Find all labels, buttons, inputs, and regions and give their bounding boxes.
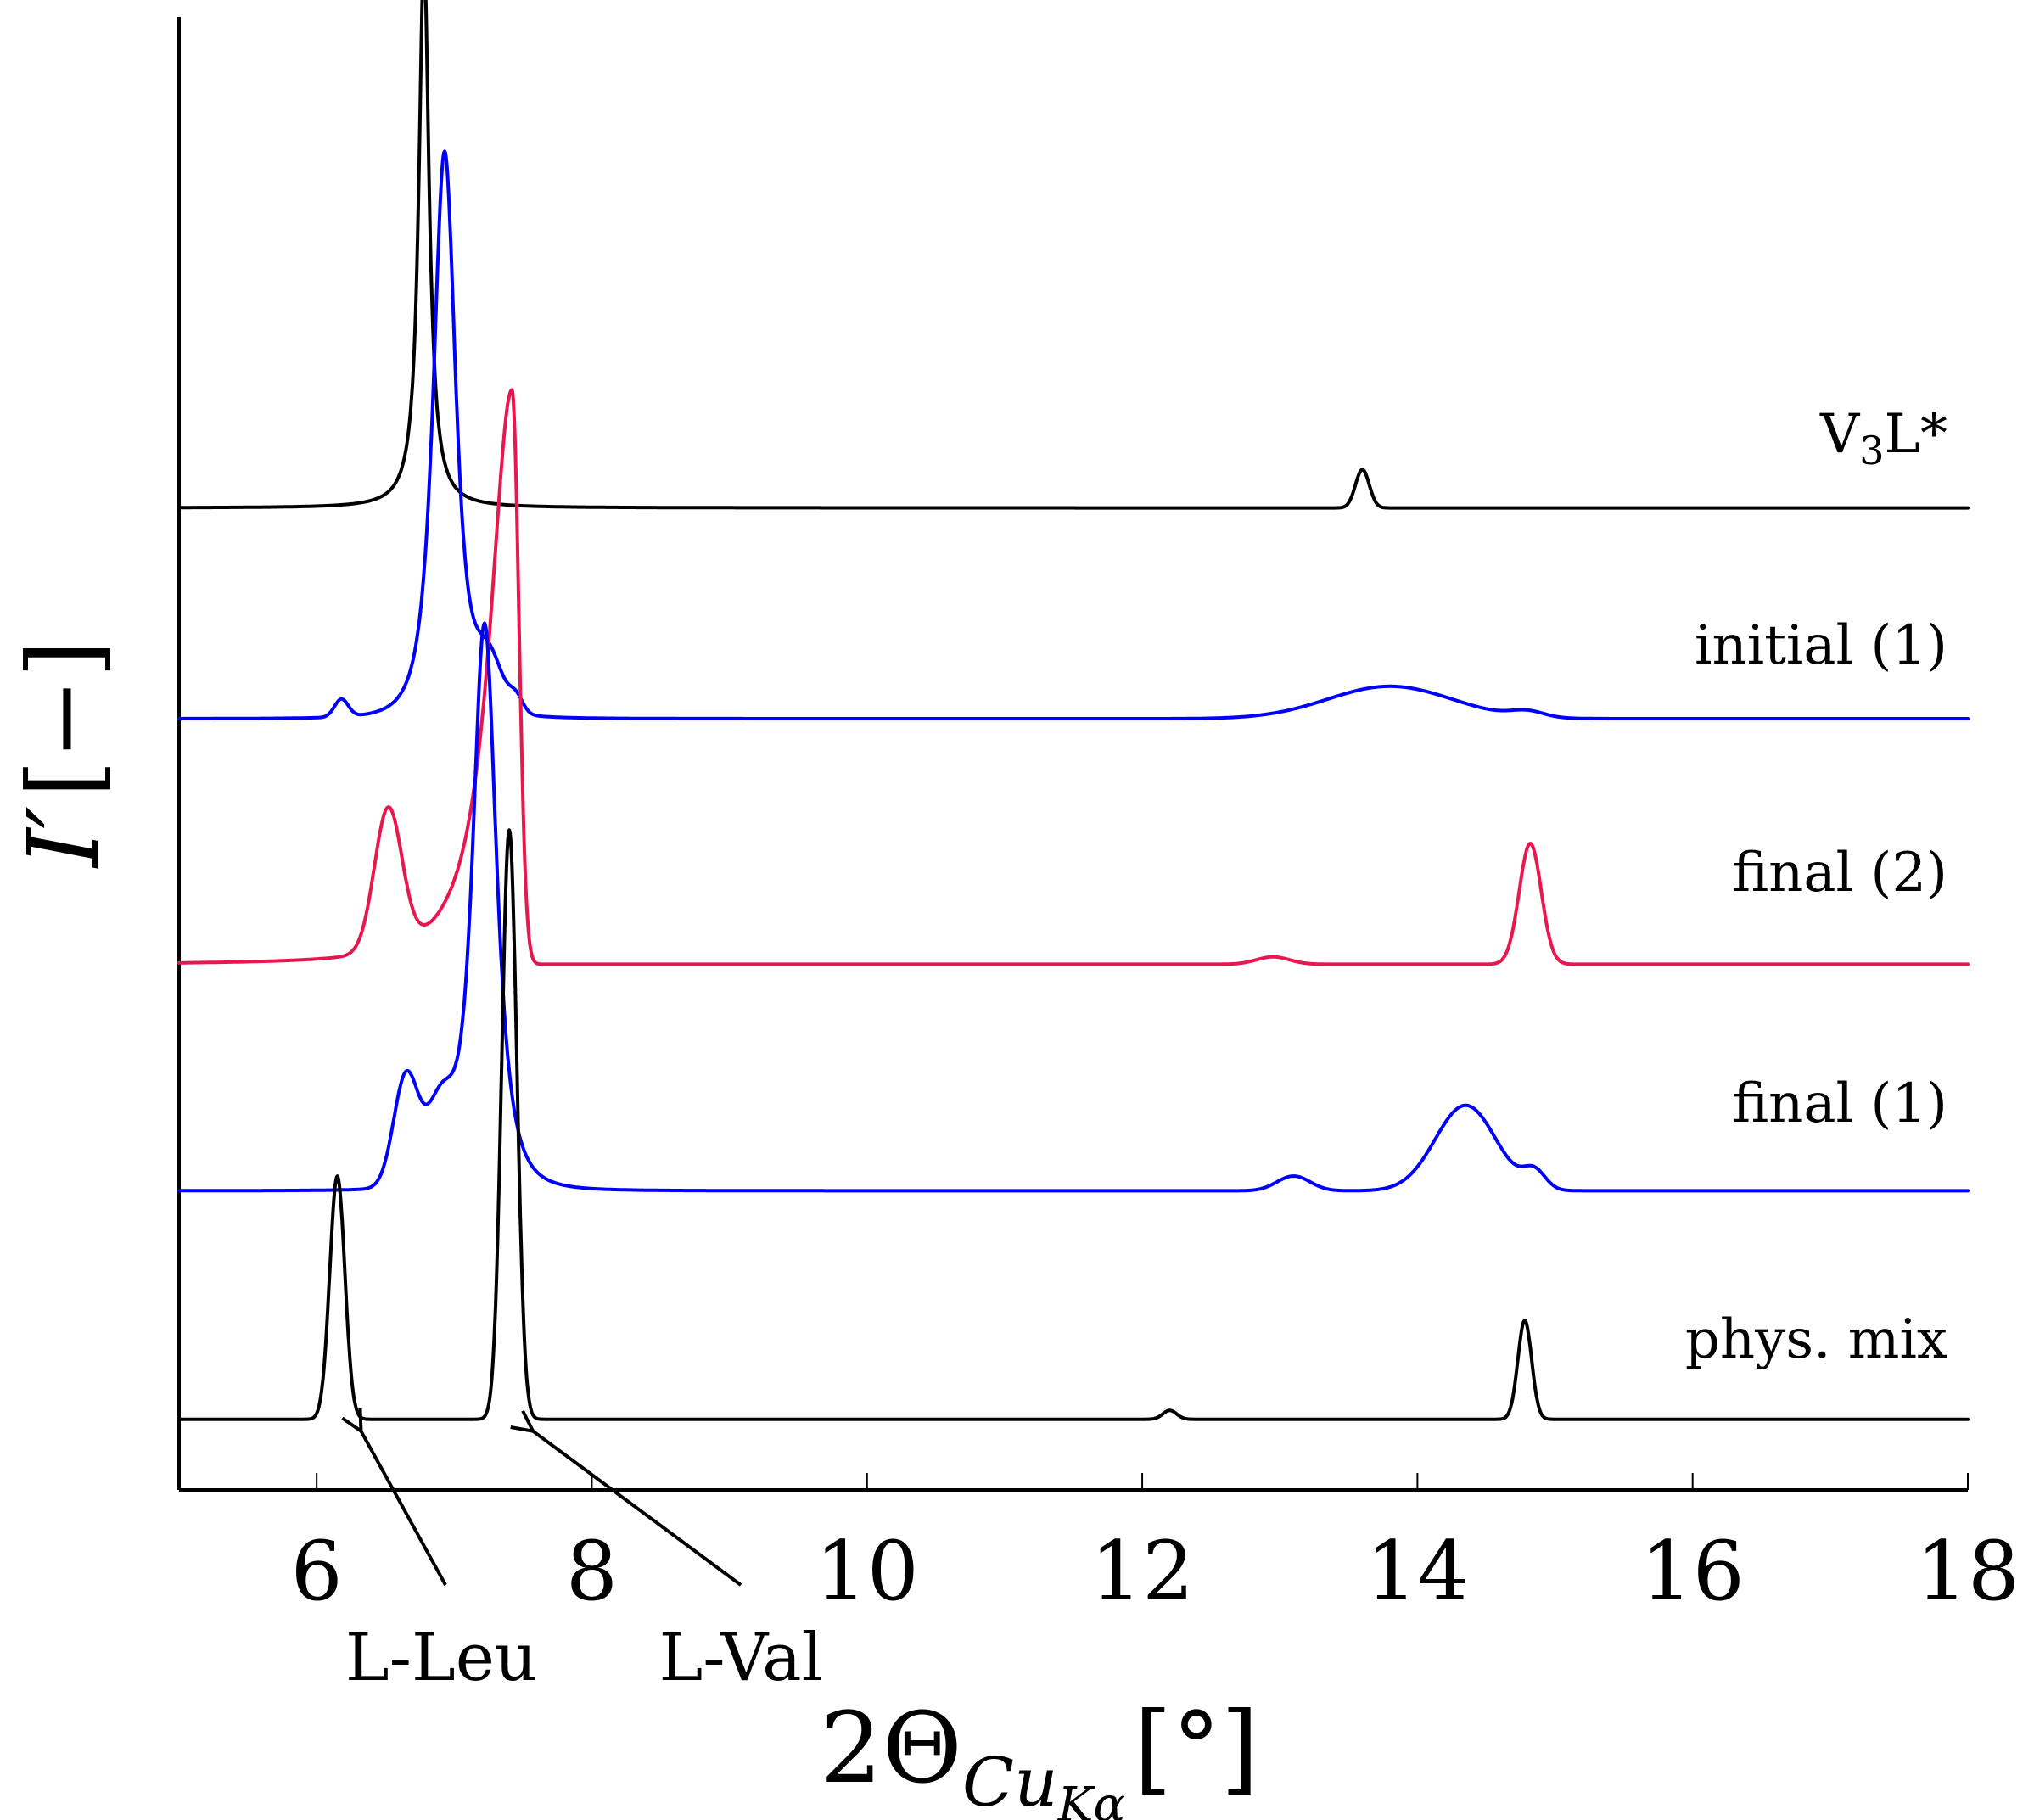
series-label: V3L* xyxy=(1819,403,1947,473)
y-axis-title-main: I′ xyxy=(8,806,121,869)
series-line-initial-1 xyxy=(177,149,1970,720)
x-tick-label: 16 xyxy=(1641,1524,1745,1619)
y-axis-title-unit: [−] xyxy=(8,640,121,798)
series-labels: V3L* initial (1) final (2) final (1) phys. m… xyxy=(1685,403,1947,1371)
x-axis-title-subsub: Kα xyxy=(1057,1778,1126,1820)
l-val-arrow xyxy=(533,1431,742,1587)
x-tick-label: 14 xyxy=(1365,1524,1469,1619)
l-val-label: L-Val xyxy=(658,1620,822,1696)
svg-text:2ΘCuKα[°]: 2ΘCuKα[°] xyxy=(820,1692,1258,1820)
x-tick-label: 8 xyxy=(566,1524,618,1619)
series-line-v3l xyxy=(177,0,1970,510)
svg-text:I′[−]: I′ [−] xyxy=(8,640,121,869)
x-tick-label: 12 xyxy=(1090,1524,1194,1619)
y-axis-title: I′ [−] xyxy=(8,640,121,869)
spectra-group xyxy=(177,0,1970,1421)
series-label: final (1) xyxy=(1732,1072,1947,1135)
l-leu-label: L-Leu xyxy=(345,1620,537,1696)
x-tick-label: 6 xyxy=(291,1524,343,1619)
axes: 6 8 10 12 14 16 18 xyxy=(177,17,2020,1619)
series-line-phys-mix xyxy=(177,828,1970,1421)
x-axis-title-sub: Cu xyxy=(962,1743,1058,1820)
annotations: L-Leu L-Val xyxy=(345,1431,823,1696)
series-label: initial (1) xyxy=(1695,614,1947,677)
x-tick-label: 18 xyxy=(1916,1524,2020,1619)
series-line-final-1 xyxy=(177,621,1970,1193)
x-axis-title-main: 2Θ xyxy=(820,1692,961,1806)
x-axis-title-unit: [°] xyxy=(1134,1692,1258,1806)
l-leu-arrow xyxy=(361,1431,447,1586)
x-axis-title: 2ΘCuKα[°] xyxy=(820,1692,1258,1820)
series-label: final (2) xyxy=(1732,842,1947,904)
series-label: phys. mix xyxy=(1685,1308,1947,1371)
x-tick-label: 10 xyxy=(815,1524,919,1619)
